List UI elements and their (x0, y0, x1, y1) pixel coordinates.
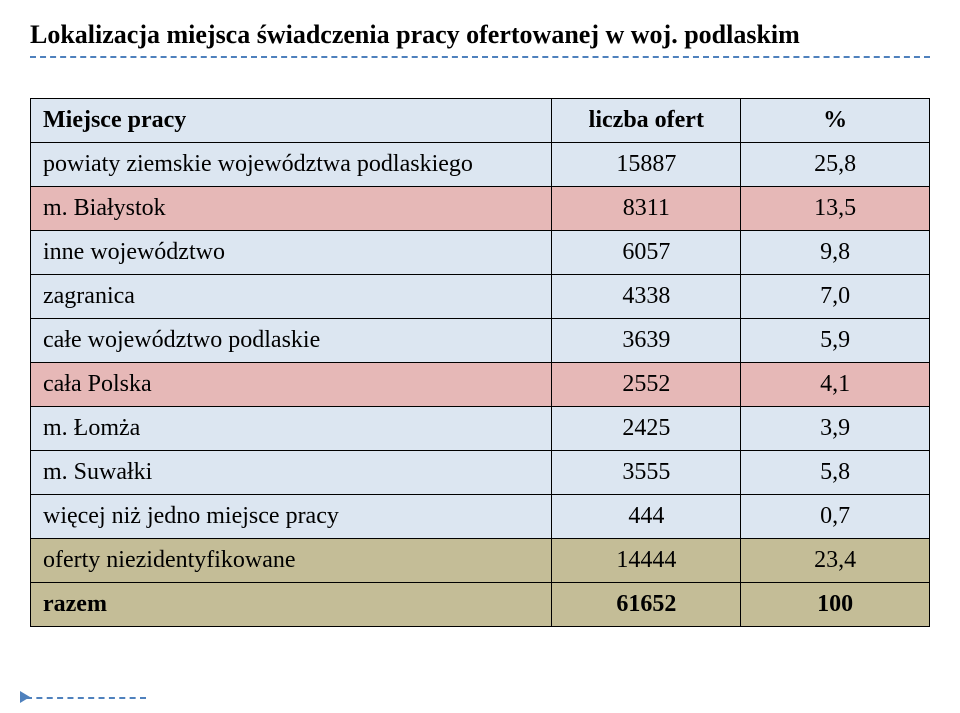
page-title: Lokalizacja miejsca świadczenia pracy of… (30, 20, 930, 50)
table-cell-pct: 5,9 (741, 319, 930, 363)
table-cell-label: m. Łomża (31, 407, 552, 451)
table-cell-label: oferty niezidentyfikowane (31, 539, 552, 583)
table-cell-count: 2425 (552, 407, 741, 451)
table-cell-count: 6057 (552, 231, 741, 275)
table-cell-pct: 25,8 (741, 143, 930, 187)
table-header-cell: % (741, 99, 930, 143)
table-row: m. Suwałki35555,8 (31, 451, 930, 495)
table-row: więcej niż jedno miejsce pracy4440,7 (31, 495, 930, 539)
table-cell-pct: 23,4 (741, 539, 930, 583)
table-cell-count: 2552 (552, 363, 741, 407)
table-row: m. Białystok831113,5 (31, 187, 930, 231)
corner-decoration (26, 687, 146, 699)
table-cell-label: więcej niż jedno miejsce pracy (31, 495, 552, 539)
table-cell-pct: 0,7 (741, 495, 930, 539)
table-row: zagranica43387,0 (31, 275, 930, 319)
table-row: powiaty ziemskie województwa podlaskiego… (31, 143, 930, 187)
table-cell-pct: 4,1 (741, 363, 930, 407)
table-cell-pct: 9,8 (741, 231, 930, 275)
table-header-row: Miejsce pracyliczba ofert% (31, 99, 930, 143)
table-cell-label: zagranica (31, 275, 552, 319)
table-cell-label: cała Polska (31, 363, 552, 407)
table-cell-label: inne województwo (31, 231, 552, 275)
table-row: całe województwo podlaskie36395,9 (31, 319, 930, 363)
table-cell-label: powiaty ziemskie województwa podlaskiego (31, 143, 552, 187)
table-cell-count: 444 (552, 495, 741, 539)
table-row: oferty niezidentyfikowane1444423,4 (31, 539, 930, 583)
table-cell-count: 3555 (552, 451, 741, 495)
table-cell-count: 4338 (552, 275, 741, 319)
table-row: cała Polska25524,1 (31, 363, 930, 407)
table-cell-pct: 13,5 (741, 187, 930, 231)
data-table: Miejsce pracyliczba ofert%powiaty ziemsk… (30, 98, 930, 627)
table-cell-pct: 5,8 (741, 451, 930, 495)
title-divider (30, 56, 930, 58)
table-header-cell: liczba ofert (552, 99, 741, 143)
table-cell-count: 15887 (552, 143, 741, 187)
table-cell-label: całe województwo podlaskie (31, 319, 552, 363)
table-row: razem61652100 (31, 583, 930, 627)
table-header-cell: Miejsce pracy (31, 99, 552, 143)
table-row: m. Łomża24253,9 (31, 407, 930, 451)
table-cell-count: 8311 (552, 187, 741, 231)
table-cell-count: 61652 (552, 583, 741, 627)
table-cell-count: 3639 (552, 319, 741, 363)
table-cell-pct: 3,9 (741, 407, 930, 451)
table-cell-label: m. Białystok (31, 187, 552, 231)
table-cell-label: m. Suwałki (31, 451, 552, 495)
table-row: inne województwo60579,8 (31, 231, 930, 275)
table-cell-pct: 7,0 (741, 275, 930, 319)
table-cell-pct: 100 (741, 583, 930, 627)
table-cell-label: razem (31, 583, 552, 627)
table-cell-count: 14444 (552, 539, 741, 583)
